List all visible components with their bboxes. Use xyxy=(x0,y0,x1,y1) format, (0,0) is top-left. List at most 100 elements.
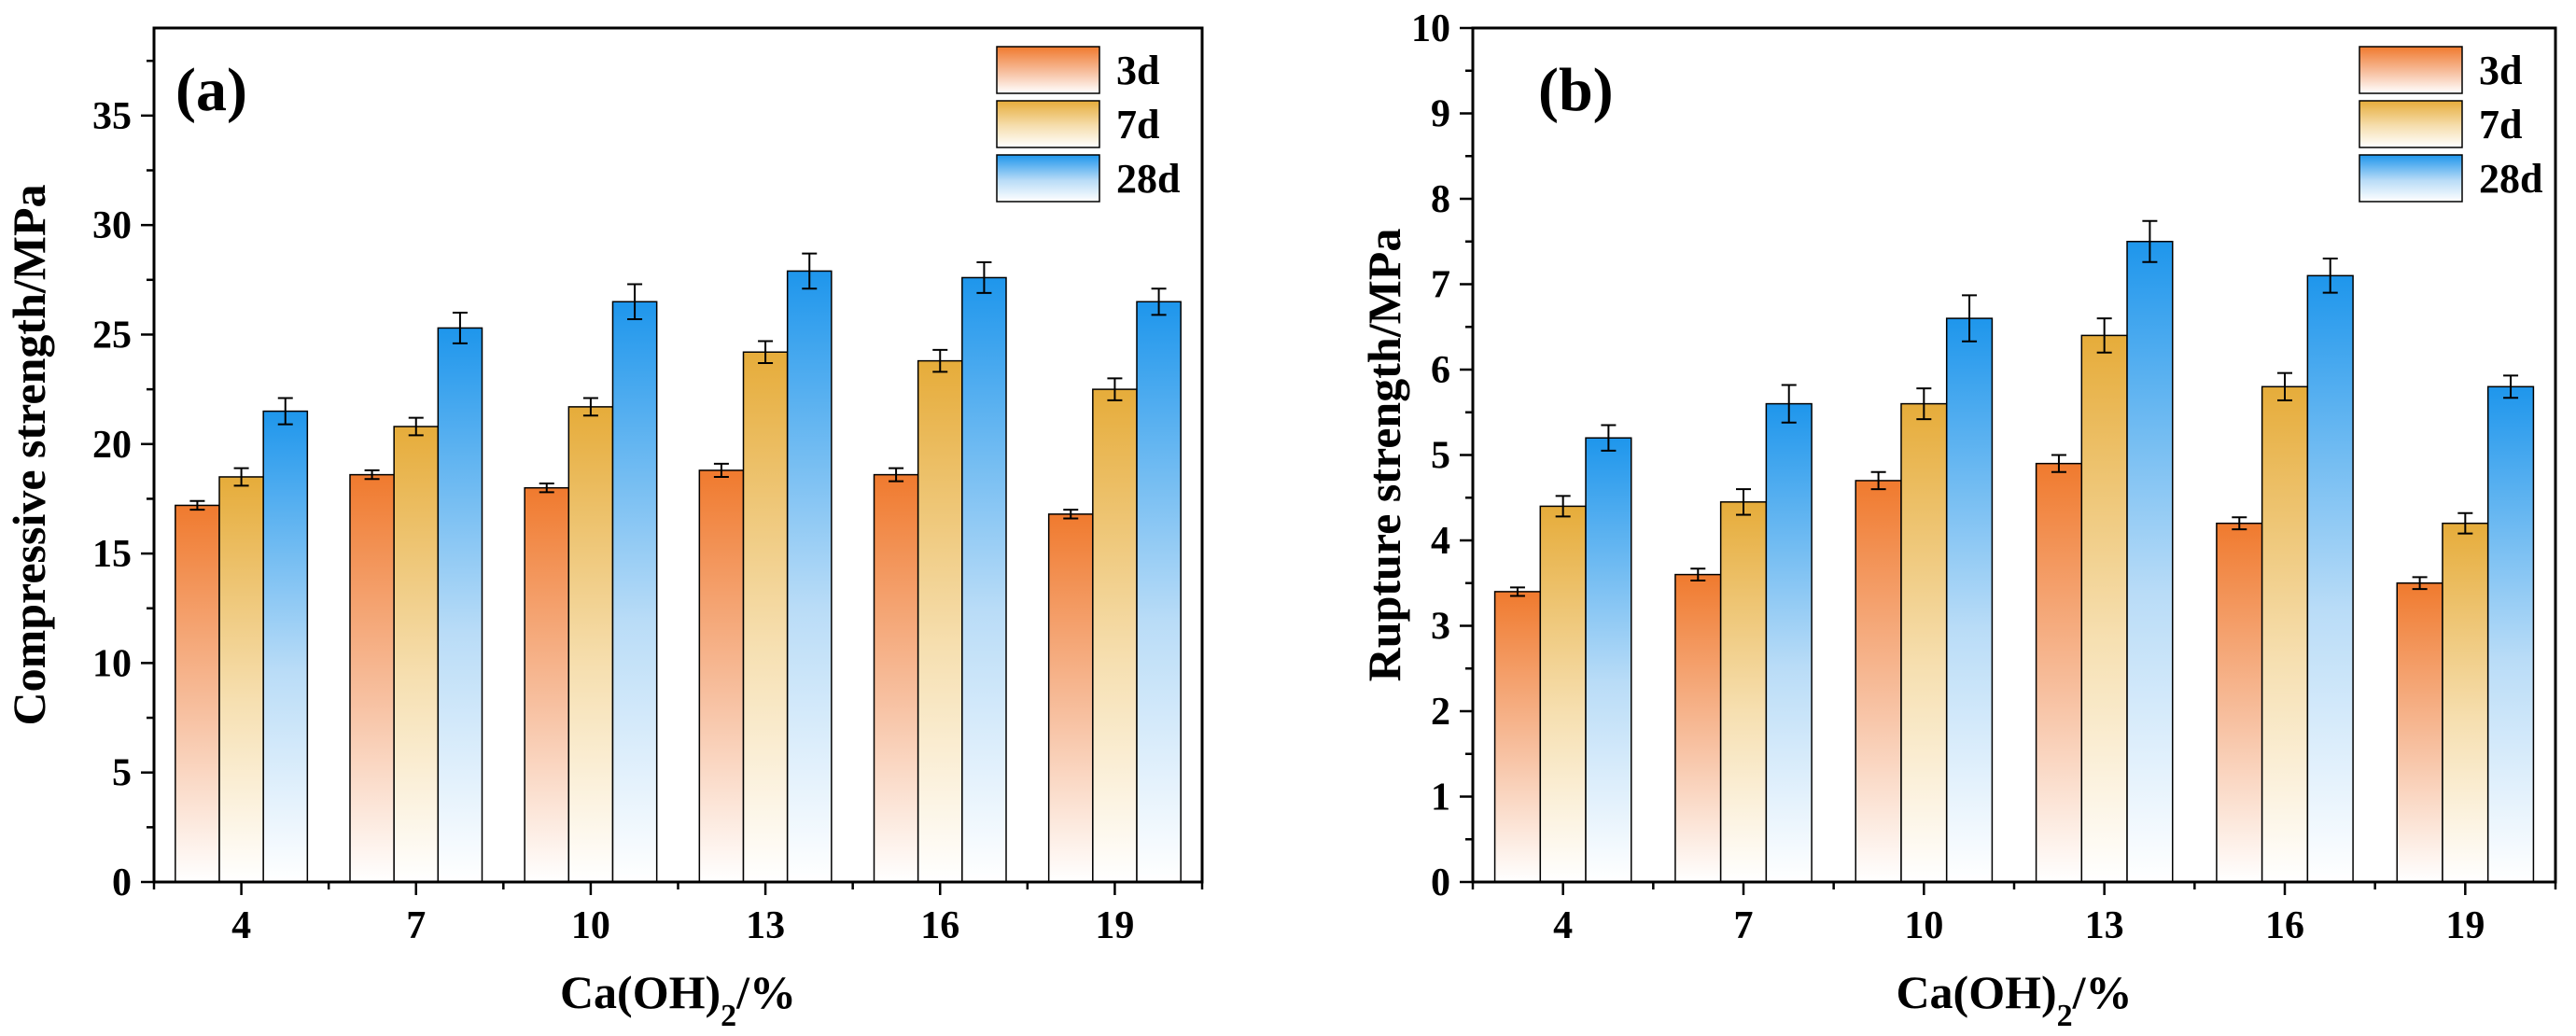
error-bar-28d-7 xyxy=(452,312,468,344)
y-axis-title: Rupture strength/MPa xyxy=(1358,229,1410,682)
y-tick-label: 3 xyxy=(1431,606,1450,649)
bar-28d-7 xyxy=(1765,402,1813,883)
error-bar-7d-16 xyxy=(2277,371,2292,401)
error-bar-3d-13 xyxy=(2051,454,2066,473)
bar-3d-16 xyxy=(873,473,919,883)
legend-swatch-7d xyxy=(2359,100,2463,148)
y-tick-label: 6 xyxy=(1431,349,1450,392)
error-bar-3d-4 xyxy=(1509,586,1525,597)
bar-3d-13 xyxy=(698,469,745,883)
bar-28d-4 xyxy=(1585,437,1632,883)
error-bar-28d-10 xyxy=(627,283,643,321)
bar-3d-4 xyxy=(175,504,220,883)
error-bar-3d-7 xyxy=(364,469,380,481)
y-tick-label: 7 xyxy=(1431,264,1450,307)
error-bar-7d-13 xyxy=(758,340,774,364)
bar-7d-13 xyxy=(742,351,789,883)
bar-28d-4 xyxy=(262,410,309,883)
error-bar-28d-4 xyxy=(1601,424,1617,452)
bar-3d-7 xyxy=(349,473,395,883)
y-tick-label: 35 xyxy=(92,95,132,138)
legend-swatch-28d xyxy=(996,154,1100,203)
bar-3d-4 xyxy=(1493,591,1542,883)
bar-7d-10 xyxy=(567,406,614,883)
y-tick-label: 25 xyxy=(92,314,132,357)
bar-7d-4 xyxy=(1539,505,1587,883)
error-bar-7d-19 xyxy=(2457,511,2473,535)
x-tick-label: 4 xyxy=(231,904,251,947)
y-tick-label: 20 xyxy=(92,424,132,467)
legend-label-7d: 7d xyxy=(2479,102,2522,147)
error-bar-3d-19 xyxy=(2412,576,2428,591)
y-tick-label: 8 xyxy=(1431,178,1450,221)
x-tick-label: 4 xyxy=(1553,904,1573,947)
x-axis-title: Ca(OH)2/% xyxy=(560,966,796,1033)
x-axis-title: Ca(OH)2/% xyxy=(1896,966,2132,1033)
bar-7d-16 xyxy=(917,359,963,883)
bar-28d-16 xyxy=(2306,274,2354,883)
x-tick-label: 19 xyxy=(1095,904,1134,947)
error-bar-3d-13 xyxy=(713,462,729,478)
bar-7d-19 xyxy=(1092,388,1138,883)
chart-panel-a: 0 5 10 15 20 25 30 35 4 7 10 13 16 19 Ca(OH)2/% Compres… xyxy=(3,26,1204,1033)
error-bar-7d-10 xyxy=(582,397,598,417)
bar-28d-10 xyxy=(611,301,658,883)
error-bar-7d-13 xyxy=(2096,317,2112,354)
error-bar-3d-10 xyxy=(1870,470,1886,491)
error-bar-28d-10 xyxy=(1962,294,1978,343)
bar-7d-7 xyxy=(1719,501,1768,883)
legend-label-28d: 28d xyxy=(2479,156,2542,202)
x-tick-label: 13 xyxy=(2085,904,2124,947)
error-bar-3d-4 xyxy=(189,499,205,511)
bar-28d-13 xyxy=(786,270,833,883)
legend: 3d 7d 28d xyxy=(996,46,1180,203)
error-bar-28d-13 xyxy=(2142,219,2158,263)
y-tick-label: 4 xyxy=(1431,520,1450,563)
error-bar-28d-16 xyxy=(2322,258,2338,294)
error-bar-3d-7 xyxy=(1690,567,1706,582)
legend-label-3d: 3d xyxy=(1116,48,1159,93)
error-bar-3d-19 xyxy=(1063,509,1079,520)
bar-28d-7 xyxy=(437,327,483,883)
bar-7d-19 xyxy=(2442,522,2489,883)
panel-label: (b) xyxy=(1538,56,1614,124)
legend-label-3d: 3d xyxy=(2479,48,2522,93)
error-bar-7d-4 xyxy=(233,467,249,487)
bar-28d-13 xyxy=(2126,241,2174,883)
error-bar-3d-10 xyxy=(539,483,554,494)
chart-panel-b: 0 1 2 3 4 5 6 7 8 9 10 4 7 10 13 16 19 Ca(OH)2/% Rupture s… xyxy=(1358,7,2557,1033)
error-bar-28d-4 xyxy=(277,397,293,426)
bar-7d-7 xyxy=(393,426,440,883)
y-tick-label: 5 xyxy=(112,752,132,795)
y-axis-title: Compressive strength/MPa xyxy=(3,184,55,725)
panel-label: (a) xyxy=(175,56,247,124)
x-tick-label: 13 xyxy=(746,904,785,947)
bar-7d-16 xyxy=(2261,385,2309,883)
bar-3d-10 xyxy=(524,486,570,883)
error-bar-28d-19 xyxy=(1151,287,1167,316)
bar-3d-19 xyxy=(2396,582,2443,883)
bar-3d-10 xyxy=(1855,480,1902,883)
x-tick-label: 16 xyxy=(920,904,959,947)
x-tick-label: 10 xyxy=(571,904,610,947)
y-tick-label: 0 xyxy=(1431,861,1450,904)
bar-28d-10 xyxy=(1945,317,1994,883)
bar-28d-19 xyxy=(2486,385,2535,883)
bar-28d-16 xyxy=(961,276,1007,883)
x-tick-label: 7 xyxy=(406,904,426,947)
legend-swatch-3d xyxy=(2359,46,2463,94)
error-bar-28d-19 xyxy=(2503,374,2519,399)
bar-7d-10 xyxy=(1900,402,1948,883)
legend-swatch-7d xyxy=(996,100,1100,148)
error-bar-28d-16 xyxy=(976,261,992,294)
y-tick-label: 1 xyxy=(1431,777,1450,819)
legend-label-7d: 7d xyxy=(1116,102,1159,147)
x-tick-label: 19 xyxy=(2445,904,2485,947)
bar-3d-13 xyxy=(2035,462,2083,883)
legend-label-28d: 28d xyxy=(1116,156,1180,202)
bar-7d-4 xyxy=(218,476,264,883)
legend: 3d 7d 28d xyxy=(2359,46,2542,203)
error-bar-7d-16 xyxy=(932,348,948,373)
legend-swatch-28d xyxy=(2359,154,2463,203)
y-tick-label: 10 xyxy=(92,642,132,685)
